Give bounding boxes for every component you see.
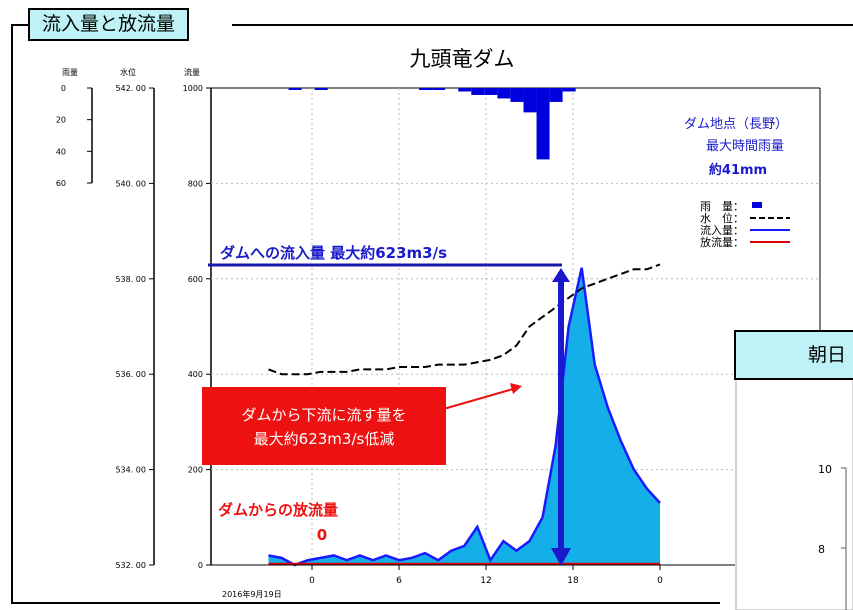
rain-bar	[458, 88, 472, 92]
x-tick-label: 12	[480, 576, 491, 586]
rain-bar	[549, 88, 563, 102]
reduction-callout-line-1: ダムから下流に流す量を	[241, 406, 407, 424]
flow-tick-label: 400	[188, 370, 203, 379]
rain-bar	[314, 88, 328, 90]
discharge-label: ダムからの放流量	[218, 501, 338, 519]
legend-swatch-bar	[752, 202, 762, 208]
rain-bar	[510, 88, 524, 102]
second-panel-title: 朝日	[734, 330, 853, 380]
rain-bar	[523, 88, 537, 113]
rain-tick-label: 60	[56, 179, 66, 188]
inflow-line	[268, 267, 661, 567]
rain-bar	[419, 88, 433, 90]
rain-bar	[288, 88, 302, 90]
water-level-tick-label: 542. 00	[115, 84, 146, 93]
rain-bar	[536, 88, 550, 160]
flow-tick-label: 1000	[183, 84, 203, 93]
water-level-tick-label: 532. 00	[115, 561, 146, 570]
chart-title: 九頭竜ダム	[410, 47, 515, 71]
water-level-tick-label: 538. 00	[115, 275, 146, 284]
legend-entry-label: 水 位：	[700, 211, 744, 225]
outer-frame	[11, 24, 853, 604]
flow-axis-label: 流量	[184, 67, 200, 77]
legend-max-rain: 約41mm	[709, 162, 767, 178]
reduction-arrow-head-top	[552, 268, 570, 282]
x-tick-label: 18	[567, 576, 579, 586]
legend-entry-label: 流入量：	[700, 223, 744, 237]
x-tick-label: 0	[657, 576, 663, 586]
reduction-callout-line-2: 最大約623m3/s低減	[253, 430, 395, 448]
rain-bar	[562, 88, 576, 92]
flow-tick-label: 600	[188, 275, 203, 284]
rain-tick-label: 40	[56, 147, 66, 156]
water-level-tick-label: 536. 00	[115, 370, 146, 379]
water-level-tick-label: 534. 00	[115, 466, 146, 475]
legend-entry-label: 雨 量：	[700, 200, 744, 213]
x-tick-label: 0	[309, 576, 315, 586]
legend-entry-label: 放流量：	[700, 235, 744, 249]
rain-bar	[484, 88, 498, 95]
second-panel-tick-label-8: 8	[818, 543, 825, 556]
legend-title-line-1: ダム地点（長野）	[684, 117, 788, 132]
callout-pointer	[439, 386, 521, 411]
water-level-line	[268, 263, 661, 376]
rain-bar	[432, 88, 446, 90]
rain-bar	[497, 88, 511, 99]
callout-pointer-head	[510, 383, 522, 394]
flow-tick-label: 0	[198, 561, 203, 570]
water-level-tick-label: 540. 00	[115, 179, 146, 188]
legend-title-line-2: 最大時間雨量	[706, 139, 784, 154]
legend: ダム地点（長野） 最大時間雨量 約41mm 雨 量：水 位：流入量：放流量：	[684, 117, 790, 249]
rain-bar	[471, 88, 485, 95]
second-panel-body	[735, 377, 853, 610]
max-inflow-label: ダムへの流入量 最大約623m3/s	[220, 244, 447, 262]
rain-tick-label: 0	[61, 84, 66, 93]
x-date-label: 2016年9月19日	[222, 589, 282, 599]
x-tick-label: 6	[396, 576, 402, 586]
water-level-axis-label: 水位	[120, 67, 136, 77]
flow-tick-label: 800	[188, 179, 203, 188]
header-tag: 流入量と放流量	[28, 8, 190, 41]
reduction-arrow-head-bottom	[551, 548, 571, 566]
rain-tick-label: 20	[56, 116, 66, 125]
rain-axis-label: 雨量	[62, 68, 78, 77]
discharge-value: 0	[317, 526, 327, 544]
reduction-callout: ダムから下流に流す量を 最大約623m3/s低減	[202, 387, 446, 465]
second-panel-tick-label-10: 10	[818, 463, 832, 476]
flow-tick-label: 200	[188, 466, 203, 475]
